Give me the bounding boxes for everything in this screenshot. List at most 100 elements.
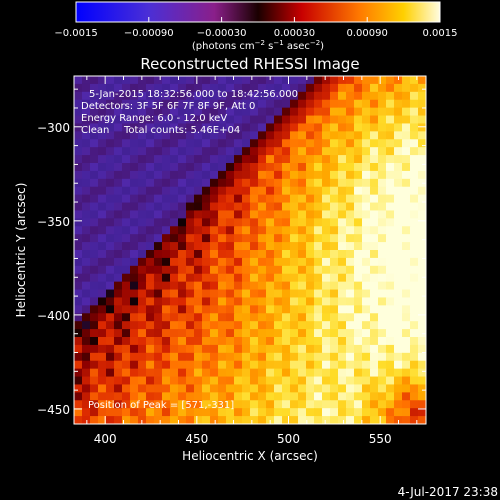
heatmap-cell xyxy=(410,139,419,148)
heatmap-cell xyxy=(338,218,347,227)
heatmap-cell xyxy=(170,186,179,196)
heatmap-cell xyxy=(282,83,291,93)
heatmap-cell xyxy=(402,210,411,219)
heatmap-cell xyxy=(186,360,195,370)
heatmap-cell xyxy=(298,123,307,132)
heatmap-cell xyxy=(306,360,315,370)
heatmap-cell xyxy=(266,147,275,156)
heatmap-cell xyxy=(98,242,107,251)
heatmap-cell xyxy=(322,321,331,330)
heatmap-cell xyxy=(274,313,283,322)
heatmap-cell xyxy=(346,273,355,283)
heatmap-cell xyxy=(250,234,259,243)
heatmap-cell xyxy=(186,329,195,338)
heatmap-cell xyxy=(170,408,179,417)
heatmap-cell xyxy=(386,218,395,227)
heatmap-cell xyxy=(74,131,83,140)
heatmap-cell xyxy=(338,226,347,235)
heatmap-cell xyxy=(258,155,267,164)
heatmap-cell xyxy=(410,384,419,393)
heatmap-cell xyxy=(322,202,331,212)
heatmap-cell xyxy=(162,234,171,243)
heatmap-cell xyxy=(242,321,251,330)
heatmap-cell xyxy=(242,273,251,283)
heatmap-cell xyxy=(386,226,395,235)
heatmap-cell xyxy=(314,83,323,93)
heatmap-cell xyxy=(114,408,123,417)
heatmap-cell xyxy=(346,321,355,330)
heatmap-cell xyxy=(418,305,426,314)
heatmap-cell xyxy=(354,170,363,180)
heatmap-cell xyxy=(146,139,155,148)
heatmap-cell xyxy=(386,186,395,196)
heatmap-cell xyxy=(266,360,275,370)
heatmap-cell xyxy=(74,400,83,409)
heatmap-cell xyxy=(122,384,131,393)
heatmap-cell xyxy=(322,218,331,227)
heatmap-cell xyxy=(114,360,123,370)
heatmap-cell xyxy=(250,123,259,132)
heatmap-cell xyxy=(362,139,371,148)
annotation-energy: Energy Range: 6.0 - 12.0 keV xyxy=(81,113,227,124)
heatmap-cell xyxy=(130,297,139,306)
heatmap-cell xyxy=(210,107,219,117)
heatmap-cell xyxy=(218,376,227,386)
heatmap-cell xyxy=(226,416,235,424)
heatmap-cell xyxy=(362,265,371,275)
heatmap-cell xyxy=(258,83,267,93)
heatmap-cell xyxy=(178,408,187,417)
heatmap-cell xyxy=(378,107,387,117)
heatmap-cell xyxy=(130,234,139,243)
heatmap-cell xyxy=(122,131,131,140)
heatmap-cell xyxy=(386,289,395,299)
heatmap-cell xyxy=(90,281,99,291)
heatmap-cell xyxy=(202,257,211,267)
heatmap-cell xyxy=(218,360,227,370)
heatmap-cell xyxy=(330,416,339,424)
heatmap-cell xyxy=(154,163,163,172)
heatmap-cell xyxy=(74,408,83,417)
heatmap-cell xyxy=(218,321,227,330)
heatmap-cell xyxy=(202,170,211,180)
heatmap-cell xyxy=(90,202,99,212)
heatmap-cell xyxy=(298,400,307,409)
heatmap-cell xyxy=(346,352,355,362)
heatmap-cell xyxy=(394,321,403,330)
heatmap-cell xyxy=(138,76,147,85)
heatmap-cell xyxy=(138,202,147,212)
heatmap-cell xyxy=(386,337,395,346)
heatmap-cell xyxy=(194,281,203,291)
heatmap-cell xyxy=(362,329,371,338)
heatmap-cell xyxy=(354,83,363,93)
heatmap-cell xyxy=(226,257,235,267)
heatmap-cell xyxy=(258,273,267,283)
heatmap-cell xyxy=(418,273,426,283)
heatmap-cell xyxy=(98,178,107,188)
heatmap-cell xyxy=(242,281,251,291)
heatmap-cell xyxy=(266,297,275,306)
heatmap-cell xyxy=(194,107,203,117)
heatmap-cell xyxy=(242,163,251,172)
heatmap-cell xyxy=(266,344,275,354)
heatmap-cell xyxy=(226,281,235,291)
heatmap-cell xyxy=(402,273,411,283)
heatmap-cell xyxy=(314,416,323,424)
heatmap-cell xyxy=(418,281,426,291)
heatmap-cell xyxy=(146,250,155,259)
heatmap-cell xyxy=(258,147,267,156)
y-tick-label: −350 xyxy=(37,215,70,229)
heatmap-cell xyxy=(154,139,163,148)
heatmap-cell xyxy=(418,250,426,259)
heatmap-cell xyxy=(74,123,83,132)
heatmap-cell xyxy=(306,147,315,156)
heatmap-cell xyxy=(90,305,99,314)
heatmap-cell xyxy=(282,360,291,370)
heatmap-cell xyxy=(298,139,307,148)
heatmap-cell xyxy=(274,218,283,227)
heatmap-cell xyxy=(274,170,283,180)
heatmap-cell xyxy=(386,83,395,93)
heatmap-cell xyxy=(154,265,163,275)
heatmap-cell xyxy=(122,297,131,306)
heatmap-cell xyxy=(282,313,291,322)
heatmap-cell xyxy=(378,218,387,227)
